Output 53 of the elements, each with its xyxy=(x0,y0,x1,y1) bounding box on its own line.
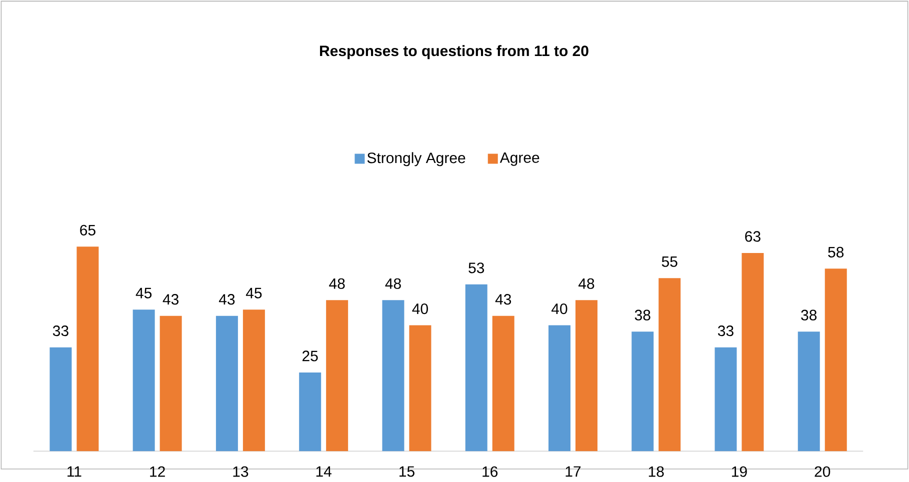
data-label: 63 xyxy=(745,231,760,242)
data-label: 38 xyxy=(634,310,650,320)
data-label: 48 xyxy=(329,278,345,289)
data-label: 38 xyxy=(801,310,817,320)
data-label: 45 xyxy=(136,288,152,298)
x-tick-label: 11 xyxy=(68,466,82,477)
bar xyxy=(714,347,737,452)
bar xyxy=(160,316,182,452)
x-tick-label: 13 xyxy=(233,466,248,477)
x-tick-label: 12 xyxy=(150,466,165,477)
bar xyxy=(132,310,155,452)
data-label: 43 xyxy=(162,294,178,305)
x-tick-label: 17 xyxy=(566,466,581,477)
bar xyxy=(465,284,488,452)
x-tick-label: 19 xyxy=(732,466,747,477)
data-label: 53 xyxy=(468,262,484,274)
bar xyxy=(548,325,570,452)
data-label: 33 xyxy=(52,326,68,336)
bar xyxy=(76,246,99,452)
bar xyxy=(742,252,764,452)
data-label: 25 xyxy=(302,350,318,362)
data-label: 40 xyxy=(551,304,568,314)
bar xyxy=(409,325,432,452)
bar xyxy=(299,372,322,452)
bar xyxy=(492,316,514,452)
legend-label: Strongly Agree xyxy=(367,152,466,166)
bar xyxy=(242,310,265,452)
data-label: 45 xyxy=(246,288,262,298)
x-tick-label: 18 xyxy=(648,466,664,477)
data-label: 33 xyxy=(718,326,734,336)
bar xyxy=(824,268,847,452)
x-tick-label: 15 xyxy=(400,466,414,477)
data-label: 40 xyxy=(412,304,428,314)
bar xyxy=(326,300,348,452)
x-tick-label: 20 xyxy=(814,466,830,477)
chart-title: Responses to questions from 11 to 20 xyxy=(320,45,588,60)
bar xyxy=(798,332,820,452)
bar xyxy=(382,300,404,452)
data-label: 58 xyxy=(828,246,844,258)
data-label: 48 xyxy=(578,278,594,289)
legend-label: Agree xyxy=(500,152,540,166)
bar xyxy=(50,347,72,452)
data-label: 48 xyxy=(385,278,401,289)
bar xyxy=(575,300,598,452)
data-label: 43 xyxy=(218,294,235,305)
x-tick-label: 16 xyxy=(482,466,498,477)
bar xyxy=(658,278,681,452)
data-label: 55 xyxy=(662,256,678,267)
x-tick-label: 14 xyxy=(316,466,332,477)
data-label: 65 xyxy=(80,224,96,236)
data-label: 43 xyxy=(495,294,512,305)
bar xyxy=(216,316,238,452)
bar xyxy=(632,332,654,452)
